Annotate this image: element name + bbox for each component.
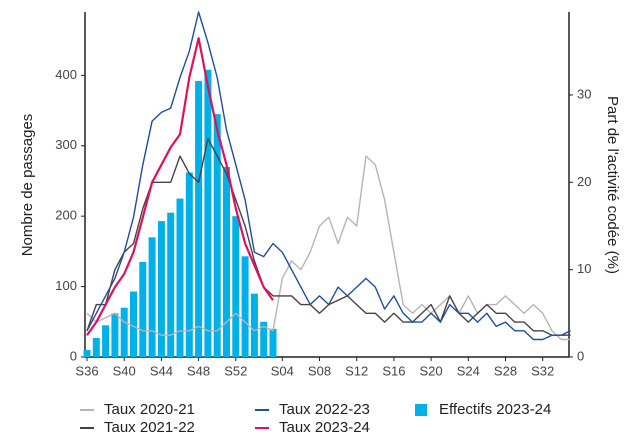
x-tick-label: S08 (308, 363, 331, 378)
line (86, 11, 571, 341)
y-tick-label: 100 (55, 278, 77, 293)
bar (167, 212, 175, 357)
legend-label: Effectifs 2023-24 (439, 401, 551, 418)
bar (250, 293, 258, 357)
bar (176, 198, 184, 357)
legend-label: Taux 2020-21 (104, 401, 195, 418)
line (86, 37, 274, 336)
y-tick-label: 200 (55, 208, 77, 223)
x-tick-label: S24 (457, 363, 480, 378)
y-tick-label: 300 (55, 137, 77, 152)
y-axis-title: Nombre de passages (19, 114, 36, 257)
bar (223, 166, 230, 357)
bar (92, 337, 100, 357)
bar (102, 325, 110, 357)
legend-swatch (415, 404, 427, 416)
x-tick-label: S44 (150, 363, 173, 378)
y2-tick-label: 10 (577, 261, 591, 276)
bar (195, 81, 203, 357)
x-tick-label: S12 (345, 363, 368, 378)
legend-label: Taux 2023-24 (279, 419, 370, 436)
bar (232, 216, 240, 357)
y-tick-label: 400 (55, 67, 77, 82)
bar (260, 321, 268, 357)
bar (269, 328, 277, 357)
x-tick-label: S36 (75, 363, 98, 378)
y2-tick-label: 30 (577, 86, 591, 101)
x-tick-label: S16 (382, 363, 405, 378)
line (86, 155, 571, 341)
legend-label: Taux 2021-22 (104, 419, 195, 436)
bar (213, 114, 221, 358)
x-tick-label: S04 (271, 363, 294, 378)
bar (185, 172, 193, 357)
bar (120, 307, 128, 357)
y2-tick-label: 20 (577, 174, 591, 189)
bar (157, 221, 165, 357)
x-tick-label: S48 (187, 363, 210, 378)
x-tick-label: S20 (420, 363, 443, 378)
y2-tick-label: 0 (577, 348, 584, 363)
x-tick-label: S28 (494, 363, 517, 378)
bar (83, 349, 91, 357)
bar (241, 256, 249, 357)
y-tick-label: 0 (70, 348, 77, 363)
bar (139, 261, 147, 357)
bar (130, 291, 137, 357)
legend-label: Taux 2022-23 (279, 401, 370, 418)
x-tick-label: S52 (224, 363, 247, 378)
bar (111, 313, 119, 357)
bar (148, 237, 156, 357)
bar (204, 69, 212, 358)
y2-axis-title: Part de l'activité codée (%) (604, 96, 621, 274)
x-tick-label: S32 (531, 363, 554, 378)
x-tick-label: S40 (113, 363, 136, 378)
